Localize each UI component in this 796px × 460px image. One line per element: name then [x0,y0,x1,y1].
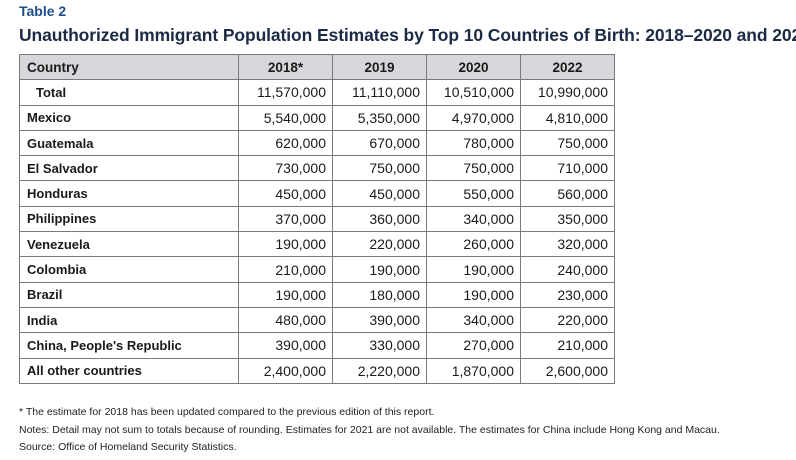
cell-country: Colombia [19,256,239,283]
table-row: Philippines 370,000 360,000 340,000 350,000 [19,205,615,233]
cell-2020: 4,970,000 [426,104,521,131]
cell-2018: 730,000 [238,155,333,182]
table-header-row: Country 2018* 2019 2020 2022 [19,53,615,81]
column-header-country: Country [19,53,239,81]
cell-2020: 260,000 [426,231,521,258]
cell-2018: 2,400,000 [238,357,333,384]
table-row: Brazil 190,000 180,000 190,000 230,000 [19,281,615,308]
cell-2018: 480,000 [238,306,333,334]
column-header-2022: 2022 [520,53,615,81]
column-header-2020: 2020 [426,53,521,81]
table-row: Guatemala 620,000 670,000 780,000 750,000 [19,129,615,157]
cell-2019: 5,350,000 [332,104,427,131]
cell-2019: 330,000 [332,332,427,359]
cell-2018: 11,570,000 [238,79,333,106]
cell-2020: 10,510,000 [426,79,521,106]
cell-2018: 190,000 [238,231,333,258]
source-text: Source: Office of Homeland Security Stat… [19,441,237,453]
cell-2022: 10,990,000 [520,79,615,106]
cell-2019: 11,110,000 [332,79,427,106]
cell-2018: 5,540,000 [238,104,333,131]
cell-2022: 350,000 [520,205,615,233]
cell-2018: 190,000 [238,281,333,308]
notes-text: Notes: Detail may not sum to totals beca… [19,423,720,436]
table-row: Venezuela 190,000 220,000 260,000 320,000 [19,231,615,258]
column-header-2018: 2018* [238,53,333,81]
column-header-2019: 2019 [332,53,427,81]
data-table: Country 2018* 2019 2020 2022 Total 11,570… [19,53,615,384]
cell-2019: 360,000 [332,205,427,233]
cell-2022: 750,000 [520,129,615,157]
table-row-total: Total 11,570,000 11,110,000 10,510,000 10,99… [19,79,615,106]
cell-2019: 220,000 [332,231,427,258]
cell-2020: 340,000 [426,205,521,233]
table-row: India 480,000 390,000 340,000 220,000 [19,306,615,334]
cell-2022: 240,000 [520,256,615,283]
cell-2022: 220,000 [520,306,615,334]
table-row: All other countries 2,400,000 2,220,000 1,8… [19,357,615,384]
cell-2019: 190,000 [332,256,427,283]
cell-2020: 190,000 [426,256,521,283]
cell-2019: 450,000 [332,180,427,207]
cell-country: Mexico [19,104,239,131]
table-row: Honduras 450,000 450,000 550,000 560,000 [19,180,615,207]
table-row: Mexico 5,540,000 5,350,000 4,970,000 4,810,0… [19,104,615,131]
cell-2019: 390,000 [332,306,427,334]
cell-2020: 1,870,000 [426,357,521,384]
cell-2022: 320,000 [520,231,615,258]
cell-2020: 750,000 [426,155,521,182]
cell-country: Honduras [19,180,239,207]
footnote-2018: * The estimate for 2018 has been updated… [19,406,435,418]
cell-2018: 370,000 [238,205,333,233]
cell-2022: 560,000 [520,180,615,207]
cell-2019: 2,220,000 [332,357,427,384]
cell-country: Venezuela [19,231,239,258]
cell-2018: 390,000 [238,332,333,359]
table-notes: * The estimate for 2018 has been updated… [19,404,720,457]
cell-country: El Salvador [19,155,239,182]
cell-2018: 620,000 [238,129,333,157]
cell-2022: 710,000 [520,155,615,182]
table-title: Unauthorized Immigrant Population Estima… [19,25,796,45]
cell-country: Philippines [19,205,239,233]
cell-2020: 190,000 [426,281,521,308]
cell-2020: 270,000 [426,332,521,359]
cell-country: China, People's Republic [19,332,239,359]
cell-country: Guatemala [19,129,239,157]
cell-country: Total [19,79,239,106]
cell-2019: 180,000 [332,281,427,308]
cell-country: Brazil [19,281,239,308]
table-row: China, People's Republic 390,000 330,000 27… [19,332,615,359]
cell-2019: 750,000 [332,155,427,182]
cell-2022: 2,600,000 [520,357,615,384]
cell-country: All other countries [19,357,239,384]
cell-2020: 550,000 [426,180,521,207]
cell-2020: 340,000 [426,306,521,334]
table-row: El Salvador 730,000 750,000 750,000 710,000 [19,155,615,182]
table-label: Table 2 [19,3,67,19]
cell-country: India [19,306,239,334]
cell-2018: 450,000 [238,180,333,207]
table-body: Total 11,570,000 11,110,000 10,510,000 10,99… [19,79,615,384]
cell-2022: 4,810,000 [520,104,615,131]
cell-2018: 210,000 [238,256,333,283]
cell-2020: 780,000 [426,129,521,157]
cell-2022: 210,000 [520,332,615,359]
table-row: Colombia 210,000 190,000 190,000 240,000 [19,256,615,283]
cell-2019: 670,000 [332,129,427,157]
cell-2022: 230,000 [520,281,615,308]
